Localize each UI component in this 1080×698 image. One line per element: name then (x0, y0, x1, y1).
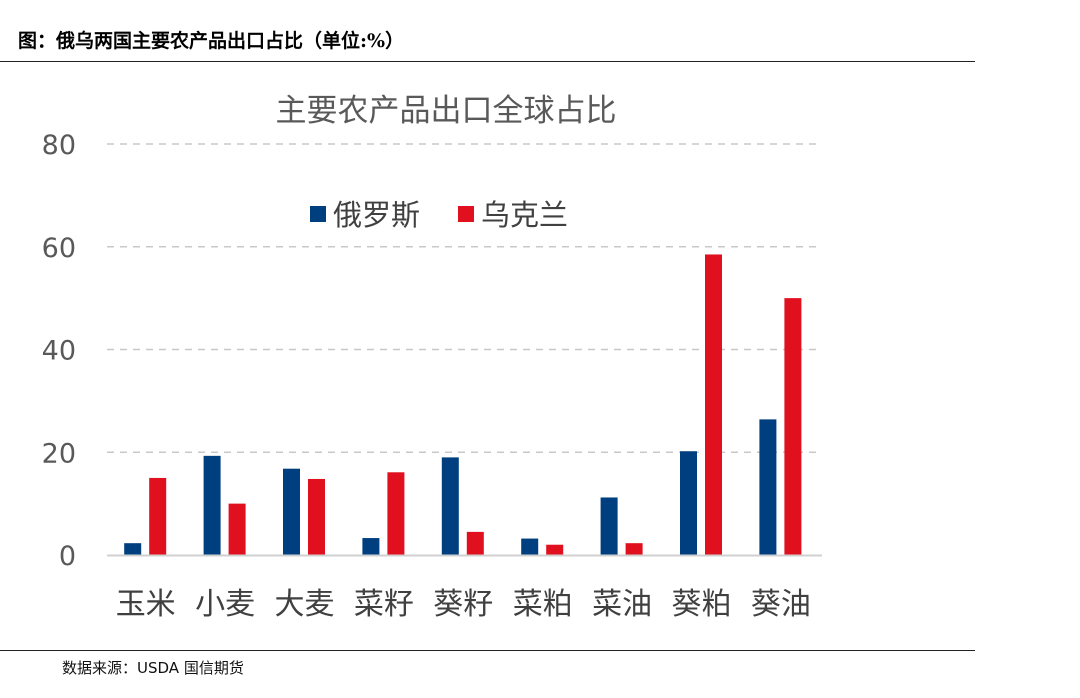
legend-swatch-ukraine (458, 206, 474, 222)
y-tick-label: 40 (42, 336, 76, 367)
y-tick-label: 60 (42, 233, 76, 264)
bar-russia-4 (362, 538, 380, 555)
x-category-label: 葵籽 (433, 587, 493, 622)
bar-ukraine-8 (705, 254, 722, 556)
bar-ukraine-9 (784, 298, 802, 555)
bar-ukraine-2 (228, 503, 246, 555)
bar-ukraine-3 (308, 478, 325, 555)
source-note: 数据来源：USDA 国信期货 (62, 659, 244, 677)
bar-ukraine-7 (625, 543, 643, 555)
x-category-label: 玉米 (116, 587, 176, 622)
y-axis-ticks: 0 20 40 60 80 (42, 130, 76, 572)
bar-ukraine-5 (466, 531, 484, 555)
bar-russia-3 (283, 468, 300, 555)
x-category-label: 葵油 (751, 587, 811, 622)
y-tick-label: 0 (59, 541, 76, 572)
x-category-label: 小麦 (195, 587, 255, 622)
bar-russia-9 (759, 419, 777, 555)
bar-ukraine-4 (387, 472, 405, 555)
legend-swatch-russia (310, 206, 326, 222)
bar-russia-5 (441, 457, 459, 555)
bar-russia-2 (203, 455, 221, 555)
bar-russia-7 (600, 497, 618, 555)
y-tick-label: 80 (42, 130, 76, 161)
x-category-label: 菜粕 (513, 587, 573, 622)
gridlines (107, 143, 822, 453)
legend-label-ukraine: 乌克兰 (481, 198, 568, 232)
x-axis-categories: 玉米 小麦 大麦 菜籽 葵籽 菜粕 菜油 葵粕 葵油 (116, 587, 811, 622)
x-category-label: 葵粕 (672, 587, 732, 622)
x-category-label: 菜油 (592, 587, 652, 622)
bar-russia-1 (124, 543, 142, 555)
legend-label-russia: 俄罗斯 (333, 198, 420, 232)
legend: 俄罗斯 乌克兰 (310, 198, 568, 232)
bar-ukraine-1 (149, 477, 167, 555)
x-category-label: 大麦 (275, 587, 335, 622)
chart-title: 主要农产品出口全球占比 (276, 93, 617, 129)
bars (124, 254, 802, 556)
top-divider (0, 61, 975, 62)
bottom-divider (0, 650, 975, 651)
bar-russia-6 (521, 538, 539, 555)
y-tick-label: 20 (42, 438, 76, 469)
bar-russia-8 (680, 451, 697, 555)
x-category-label: 菜籽 (354, 587, 414, 622)
figure-caption: 图：俄乌两国主要农产品出口占比（单位:%） (18, 30, 405, 52)
bar-ukraine-6 (546, 544, 564, 555)
